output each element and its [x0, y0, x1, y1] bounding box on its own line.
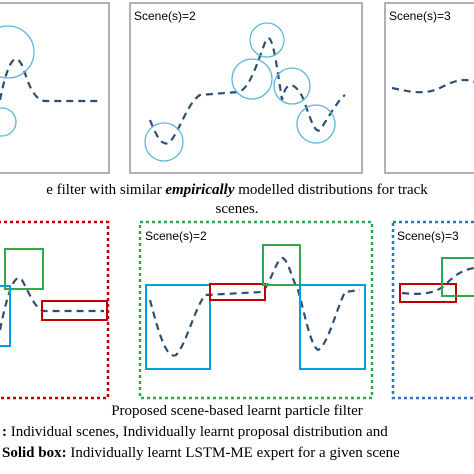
trajectory — [148, 256, 361, 357]
trajectory — [148, 37, 346, 145]
caption-text: e filter with similar — [46, 182, 165, 198]
box — [0, 285, 11, 347]
caption-text: Individually learnt LSTM-ME expert for a… — [67, 445, 401, 461]
caption: scenes. — [216, 201, 259, 217]
box — [399, 283, 457, 303]
caption: e filter with similar empirically modell… — [46, 182, 428, 198]
panel — [129, 2, 363, 174]
box — [299, 284, 366, 370]
trajectory — [0, 58, 98, 103]
trajectory — [0, 276, 104, 331]
box — [262, 244, 301, 286]
box — [41, 300, 108, 321]
scene-label: Scene(s)=3 — [397, 229, 459, 243]
circle — [249, 22, 285, 58]
circle — [296, 104, 336, 144]
panel — [384, 2, 474, 174]
caption-bold: : — [2, 424, 7, 440]
scene-label: Scene(s)=2 — [145, 229, 207, 243]
panel — [391, 220, 474, 400]
box — [441, 257, 474, 297]
box — [209, 283, 266, 301]
trajectory — [401, 266, 474, 295]
scene-label: Scene(s)=3 — [389, 9, 451, 23]
caption: Solid box: Individually learnt LSTM-ME e… — [2, 445, 400, 461]
panel — [138, 220, 374, 400]
caption-bold: Solid box: — [2, 445, 67, 461]
circle — [0, 25, 35, 79]
caption-title: Proposed scene-based learnt particle fil… — [111, 403, 363, 419]
circle — [144, 122, 184, 162]
trajectory — [391, 78, 474, 94]
caption-emphasis: empirically — [165, 182, 234, 198]
circle — [0, 107, 17, 137]
box — [4, 248, 44, 290]
circle — [231, 58, 273, 100]
scene-label: Scene(s)=2 — [134, 9, 196, 23]
caption-text: modelled distributions for track — [235, 182, 429, 198]
box — [145, 284, 211, 370]
caption-text: Individual scenes, Individually learnt p… — [7, 424, 388, 440]
panel — [0, 2, 110, 174]
caption: : Individual scenes, Individually learnt… — [2, 424, 388, 440]
circle — [273, 67, 311, 105]
